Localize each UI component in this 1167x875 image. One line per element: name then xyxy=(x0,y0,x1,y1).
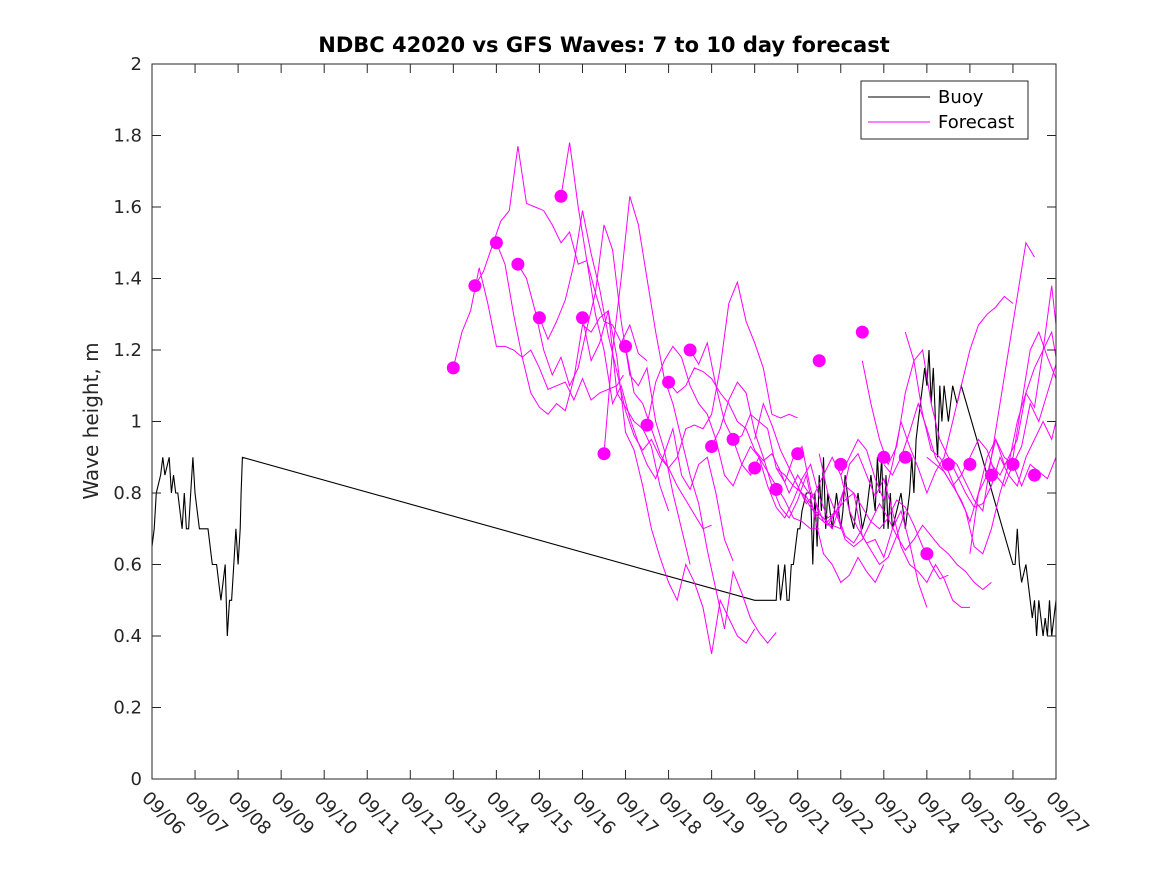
forecast-marker xyxy=(511,257,525,271)
forecast-line xyxy=(582,310,756,654)
forecast-line xyxy=(991,330,1057,477)
forecast-marker xyxy=(812,354,826,368)
forecast-line xyxy=(840,295,1014,502)
forecast-marker xyxy=(920,547,934,561)
forecast-line xyxy=(560,142,734,562)
forecast-line xyxy=(517,224,691,565)
forecast-marker xyxy=(984,468,998,482)
y-tick-label: 0.2 xyxy=(113,698,142,719)
forecast-marker xyxy=(963,457,977,471)
legend-buoy-label: Buoy xyxy=(938,87,984,108)
forecast-line xyxy=(452,267,624,402)
y-tick-label: 1 xyxy=(131,412,142,433)
forecast-line xyxy=(495,242,670,512)
forecast-marker xyxy=(619,339,632,353)
forecast-marker xyxy=(855,325,869,339)
chart-title: NDBC 42020 vs GFS Waves: 7 to 10 day for… xyxy=(318,33,889,57)
y-tick-label: 0 xyxy=(131,769,142,790)
y-tick-label: 2 xyxy=(131,54,142,75)
y-tick-label: 0.8 xyxy=(113,483,142,504)
forecast-line xyxy=(818,453,992,591)
forecast-line xyxy=(775,467,949,580)
y-tick-label: 0.4 xyxy=(113,626,142,647)
y-tick-label: 1.6 xyxy=(113,197,142,218)
forecast-line xyxy=(711,381,885,584)
forecast-marker xyxy=(468,279,482,293)
forecast-line xyxy=(474,146,648,362)
forecast-marker xyxy=(662,375,676,389)
forecast-line xyxy=(538,210,712,530)
y-tick-label: 1.8 xyxy=(113,126,142,147)
forecast-marker xyxy=(576,311,589,325)
forecast-line xyxy=(797,452,970,608)
forecast-marker xyxy=(554,189,568,203)
forecast-marker xyxy=(1006,457,1020,471)
forecast-marker xyxy=(489,236,503,250)
forecast-marker xyxy=(726,432,740,446)
forecast-line xyxy=(603,196,777,644)
y-tick-label: 1.4 xyxy=(113,269,142,290)
forecast-marker xyxy=(1028,468,1041,482)
forecast-marker xyxy=(769,482,783,496)
forecast-line xyxy=(883,330,1057,524)
forecast-marker xyxy=(446,361,460,375)
forecast-series-group xyxy=(452,142,1057,654)
y-tick-label: 0.6 xyxy=(113,555,142,576)
y-tick-label: 1.2 xyxy=(113,340,142,361)
forecast-marker xyxy=(898,450,912,464)
forecast-marker xyxy=(877,450,891,464)
forecast-line xyxy=(646,345,820,530)
forecast-marker xyxy=(705,440,719,453)
forecast-marker xyxy=(532,311,546,325)
forecast-line xyxy=(689,341,863,544)
forecast-marker xyxy=(834,457,848,471)
forecast-marker xyxy=(941,457,955,471)
legend-forecast-label: Forecast xyxy=(938,112,1014,133)
plot-area xyxy=(152,64,1056,779)
y-axis-label: Wave height, m xyxy=(79,342,103,499)
forecast-line xyxy=(625,280,798,469)
forecast-line xyxy=(926,364,1057,487)
forecast-marker xyxy=(640,418,654,432)
forecast-markers-group xyxy=(446,189,1041,561)
legend-box xyxy=(860,80,1029,140)
forecast-marker xyxy=(748,461,762,475)
y-axis: 0 0.2 0.4 0.6 0.8 1 1.2 1.4 1.6 1.8 2 xyxy=(113,54,1056,790)
legend: Buoy Forecast xyxy=(860,80,1029,140)
forecast-line xyxy=(904,285,1057,555)
forecast-marker xyxy=(791,447,805,461)
forecast-marker xyxy=(597,447,611,461)
forecast-marker xyxy=(683,343,697,357)
